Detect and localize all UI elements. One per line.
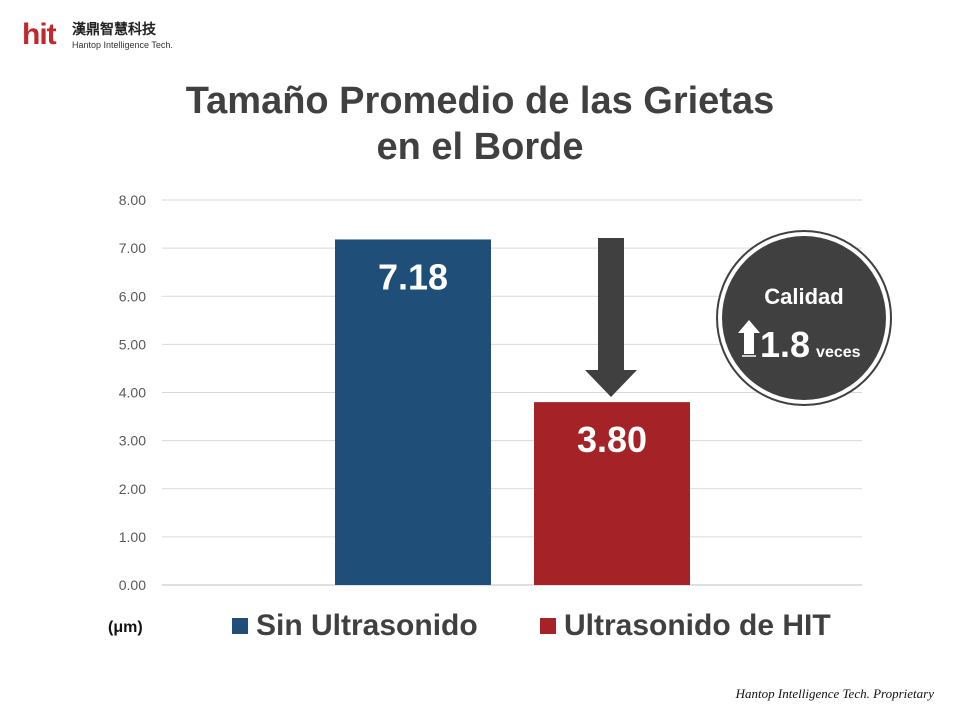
y-tick-label: 0.00 xyxy=(119,577,146,593)
quality-factor: 1.8 xyxy=(760,324,810,365)
footer-proprietary: Hantop Intelligence Tech. Proprietary xyxy=(736,686,934,702)
quality-unit: veces xyxy=(816,344,861,361)
legend-label-sin-ultrasonido: Sin Ultrasonido xyxy=(256,609,478,643)
y-tick-label: 4.00 xyxy=(119,385,146,401)
quality-badge-ring xyxy=(716,230,892,406)
down-arrow-icon xyxy=(585,238,637,397)
quality-badge-title: Calidad xyxy=(716,284,892,310)
legend-item-ultrasonido-hit: Ultrasonido de HIT xyxy=(540,606,831,646)
y-tick-label: 7.00 xyxy=(119,240,146,256)
up-arrow-icon xyxy=(738,320,760,358)
legend-item-sin-ultrasonido: Sin Ultrasonido xyxy=(232,606,478,646)
chart-legend: (μm) Sin Ultrasonido Ultrasonido de HIT xyxy=(0,606,960,646)
legend-swatch-red xyxy=(540,618,556,634)
y-tick-label: 2.00 xyxy=(119,481,146,497)
y-tick-label: 8.00 xyxy=(119,192,146,208)
y-tick-label: 1.00 xyxy=(119,529,146,545)
legend-label-ultrasonido-hit: Ultrasonido de HIT xyxy=(564,609,831,643)
y-tick-label: 5.00 xyxy=(119,336,146,352)
unit-label: (μm) xyxy=(108,619,143,637)
quality-badge: Calidad 1.8 veces xyxy=(716,230,892,406)
y-tick-label: 3.00 xyxy=(119,433,146,449)
legend-swatch-blue xyxy=(232,618,248,634)
bar-value-label: 7.18 xyxy=(378,256,448,297)
bar-value-label: 3.80 xyxy=(577,419,647,460)
y-tick-label: 6.00 xyxy=(119,288,146,304)
quality-badge-value: 1.8 veces xyxy=(760,324,861,366)
